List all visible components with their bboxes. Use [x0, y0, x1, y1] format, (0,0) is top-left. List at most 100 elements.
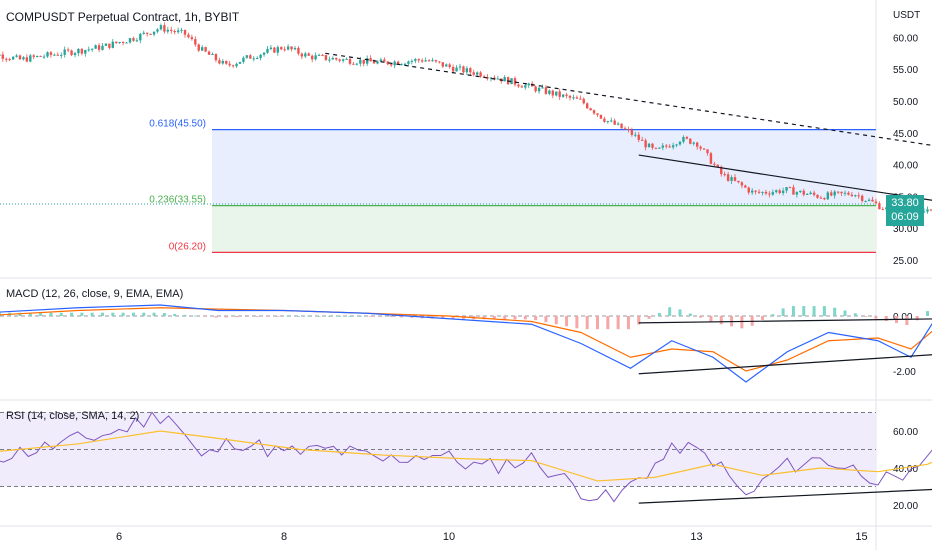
macd-histogram-bar: [678, 309, 682, 316]
candle-body: [744, 185, 747, 188]
candle-body: [503, 77, 506, 82]
price-tick-label-3: 40.00: [893, 161, 918, 172]
candle-body: [458, 66, 462, 68]
macd-histogram-bar: [606, 316, 610, 330]
candle-body: [438, 61, 441, 63]
candle-body: [276, 47, 280, 53]
candle-body: [716, 164, 720, 167]
candle-body: [22, 57, 25, 60]
candle-body: [300, 53, 304, 57]
macd-histogram-bar: [451, 316, 455, 320]
candle-body: [427, 60, 431, 62]
macd-histogram-bar: [204, 316, 208, 317]
candle-body: [390, 64, 393, 66]
candle-body: [417, 59, 420, 61]
candle-body: [335, 57, 338, 60]
macd-histogram-bar: [492, 316, 496, 320]
candle-body: [620, 123, 623, 129]
candle-body: [802, 190, 805, 195]
candle-body: [757, 191, 761, 193]
macd-histogram-bar: [348, 316, 352, 317]
candle-body: [156, 29, 159, 32]
macd-histogram-bar: [513, 316, 517, 320]
candle-body: [761, 191, 764, 193]
candle-body: [307, 53, 310, 56]
candle-body: [225, 60, 228, 64]
candle-body: [823, 198, 826, 200]
candle-body: [304, 53, 307, 57]
candle-body: [610, 120, 613, 122]
candle-body: [709, 153, 713, 164]
candle-body: [668, 146, 671, 148]
candle-body: [792, 187, 795, 195]
price-tick-label-5: 50.00: [893, 97, 918, 108]
candle-body: [799, 190, 802, 193]
candle-body: [881, 209, 885, 211]
candle-body: [929, 209, 932, 211]
candle-body: [723, 174, 726, 176]
candle-body: [63, 49, 66, 55]
candle-body: [286, 46, 290, 50]
macd-histogram-bar: [554, 316, 558, 325]
macd-histogram-bar: [637, 316, 641, 325]
macd-histogram-bar: [70, 312, 74, 316]
price-tick-label-1: 30.00: [893, 224, 918, 235]
candle-body: [420, 60, 424, 62]
candle-body: [455, 67, 458, 72]
macd-histogram-bar: [699, 316, 703, 318]
candle-body: [857, 195, 860, 197]
time-tick-label-0: 6: [116, 531, 122, 543]
macd-histogram-bar: [214, 316, 218, 318]
candle-body: [149, 33, 152, 35]
candle-body: [733, 177, 737, 181]
candle-body: [32, 55, 35, 57]
candle-body: [355, 63, 359, 65]
candle-body: [630, 129, 634, 135]
candle-body: [448, 64, 451, 68]
candle-body: [830, 192, 833, 196]
candle-body: [228, 63, 231, 66]
candle-body: [819, 197, 823, 199]
time-tick-label-3: 13: [690, 531, 702, 543]
macd-histogram-bar: [843, 310, 847, 316]
candle-body: [826, 192, 830, 200]
macd-line: [0, 304, 932, 383]
candle-body: [665, 145, 668, 147]
macd-histogram-bar: [461, 316, 465, 320]
macd-histogram-bar: [915, 316, 919, 321]
candle-body: [66, 49, 70, 51]
macd-histogram-bar: [121, 312, 125, 316]
candle-body: [871, 199, 874, 202]
candle-body: [740, 182, 744, 186]
candle-body: [310, 55, 314, 60]
candle-body: [139, 33, 142, 41]
macd-histogram-bar: [224, 316, 228, 318]
candle-body: [750, 190, 754, 193]
candle-body: [682, 137, 685, 142]
candle-body: [737, 180, 740, 183]
candle-body: [11, 56, 15, 60]
candle-body: [678, 141, 682, 145]
candle-body: [434, 60, 438, 62]
candle-body: [104, 43, 108, 46]
price-tick-label-0: 25.00: [893, 256, 918, 267]
macd-histogram-bar: [410, 316, 414, 318]
candle-body: [190, 37, 194, 40]
candle-body: [135, 40, 139, 42]
candle-body: [365, 58, 369, 64]
macd-histogram-bar: [905, 316, 909, 326]
macd-histogram-bar: [740, 316, 744, 329]
rsi-label: RSI (14, close, SMA, 14, 2): [6, 410, 140, 422]
macd-histogram-bar: [90, 312, 94, 316]
macd-histogram-bar: [781, 308, 785, 316]
macd-tick-label-0: 0.00: [893, 312, 913, 323]
candle-body: [39, 55, 42, 57]
candle-body: [170, 29, 173, 31]
candle-body: [414, 59, 417, 61]
candle-body: [145, 32, 149, 34]
candle-body: [816, 194, 819, 198]
macd-histogram-bar: [616, 316, 620, 330]
candle-body: [128, 38, 132, 43]
candle-body: [537, 87, 541, 92]
